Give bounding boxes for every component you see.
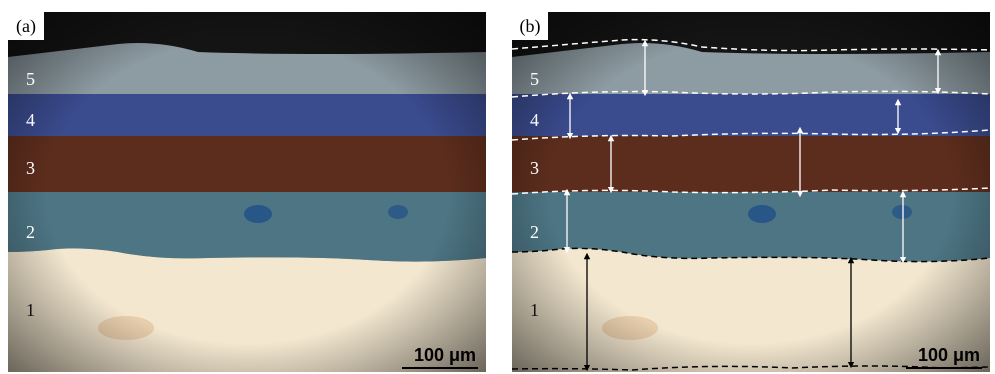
boundary-4-3 [512, 129, 990, 141]
cross-section-image-a [8, 12, 486, 372]
layer-label-3: 3 [26, 158, 35, 178]
boundary-2-1 [512, 247, 990, 263]
panel-label-b: (b) [512, 12, 548, 40]
layer-label-2: 2 [530, 222, 539, 242]
layer-label-4: 4 [530, 110, 539, 130]
boundary-5-4 [512, 90, 990, 98]
layer-label-5: 5 [530, 69, 539, 89]
layer-label-2: 2 [26, 222, 35, 242]
scale-bar-text: 100 μm [917, 345, 980, 365]
layer-label-3: 3 [530, 158, 539, 178]
boundary-bottom-layer-1 [512, 365, 990, 371]
layer-label-1: 1 [530, 300, 539, 320]
cross-section-image-b [512, 12, 990, 372]
panel-label-a: (a) [8, 12, 44, 40]
layer-label-1: 1 [26, 300, 35, 320]
micrograph-panel-b: (b) 5 4 3 2 1 100 μm [512, 12, 990, 372]
layer-label-5: 5 [26, 69, 35, 89]
micrograph-panel-a: (a) 5 4 3 2 1 100 μm [8, 12, 486, 372]
boundary-3-2 [512, 187, 990, 195]
layer-label-4: 4 [26, 110, 35, 130]
scale-bar-line [906, 367, 982, 369]
scale-bar-text: 100 μm [413, 345, 476, 365]
scale-bar-line [402, 367, 478, 369]
boundary-top-layer-5 [512, 38, 990, 52]
